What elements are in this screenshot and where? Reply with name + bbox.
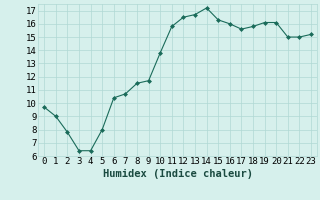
X-axis label: Humidex (Indice chaleur): Humidex (Indice chaleur) (103, 169, 252, 179)
